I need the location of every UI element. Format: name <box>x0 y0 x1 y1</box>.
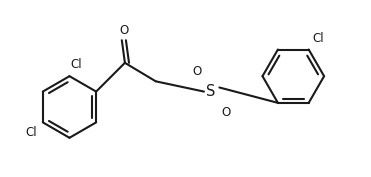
Text: Cl: Cl <box>26 127 37 139</box>
Text: O: O <box>119 24 128 37</box>
Text: Cl: Cl <box>313 32 324 45</box>
Text: Cl: Cl <box>70 58 82 70</box>
Text: S: S <box>207 84 216 99</box>
Text: O: O <box>221 106 230 119</box>
Text: O: O <box>192 65 201 78</box>
